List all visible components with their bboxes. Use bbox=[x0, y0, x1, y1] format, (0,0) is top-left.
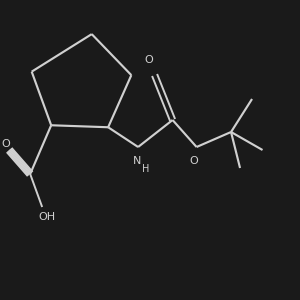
Text: H: H bbox=[142, 164, 149, 175]
Text: O: O bbox=[1, 139, 10, 149]
Text: N: N bbox=[132, 155, 141, 166]
Text: O: O bbox=[144, 55, 153, 65]
Text: OH: OH bbox=[38, 212, 55, 223]
Text: O: O bbox=[189, 155, 198, 166]
